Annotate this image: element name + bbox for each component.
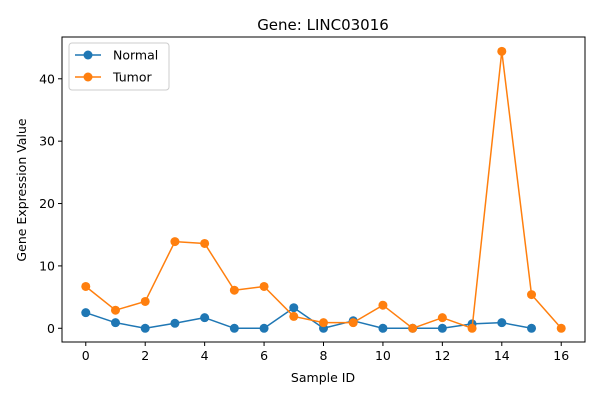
data-point-tumor <box>140 296 150 306</box>
y-tick-label: 40 <box>39 71 55 86</box>
data-point-tumor <box>110 305 120 315</box>
data-point-tumor <box>200 238 210 248</box>
data-point-tumor <box>229 285 239 295</box>
x-tick-label: 14 <box>494 348 510 363</box>
x-tick-label: 4 <box>201 348 209 363</box>
data-point-tumor <box>289 311 299 321</box>
data-point-normal <box>259 323 269 333</box>
x-axis-label: Sample ID <box>291 370 355 385</box>
x-tick-label: 0 <box>82 348 90 363</box>
data-point-normal <box>110 318 120 328</box>
data-point-normal <box>527 323 537 333</box>
series-tumor <box>81 46 566 333</box>
data-point-normal <box>437 323 447 333</box>
x-tick-label: 10 <box>375 348 391 363</box>
y-tick-label: 10 <box>39 258 55 273</box>
data-point-tumor <box>408 323 418 333</box>
legend-marker-tumor <box>83 72 93 82</box>
data-point-tumor <box>527 290 537 300</box>
data-point-tumor <box>467 323 477 333</box>
x-tick-label: 16 <box>553 348 569 363</box>
data-point-normal <box>378 323 388 333</box>
data-point-tumor <box>259 281 269 291</box>
data-point-tumor <box>497 46 507 56</box>
chart-title: Gene: LINC03016 <box>257 16 389 34</box>
data-point-normal <box>497 318 507 328</box>
legend-label-normal: Normal <box>113 48 158 63</box>
y-axis-label: Gene Expression Value <box>14 118 29 261</box>
data-point-normal <box>200 313 210 323</box>
y-tick-label: 0 <box>47 321 55 336</box>
series-normal-line <box>85 306 532 330</box>
x-tick-label: 8 <box>320 348 328 363</box>
data-point-normal <box>289 303 299 313</box>
data-point-normal <box>229 323 239 333</box>
data-point-tumor <box>348 318 358 328</box>
x-tick-label: 6 <box>260 348 268 363</box>
legend: Normal Tumor <box>68 42 170 91</box>
x-tick-label: 2 <box>141 348 149 363</box>
legend-label-tumor: Tumor <box>112 70 152 85</box>
data-point-tumor <box>319 318 328 328</box>
data-point-tumor <box>378 300 388 310</box>
data-point-tumor <box>556 323 566 333</box>
data-point-normal <box>140 323 150 333</box>
data-point-tumor <box>81 281 91 291</box>
data-point-tumor <box>170 237 180 247</box>
y-tick-label: 20 <box>39 196 55 211</box>
data-point-normal <box>170 318 180 328</box>
x-tick-label: 12 <box>434 348 450 363</box>
data-point-tumor <box>437 313 447 323</box>
axes-ticks: 0 2 4 6 8 10 12 14 16 0 10 20 30 40 <box>39 71 569 363</box>
data-point-normal <box>81 308 91 318</box>
legend-marker-normal <box>83 50 93 60</box>
series-layer <box>81 46 566 333</box>
y-tick-label: 30 <box>39 134 55 149</box>
